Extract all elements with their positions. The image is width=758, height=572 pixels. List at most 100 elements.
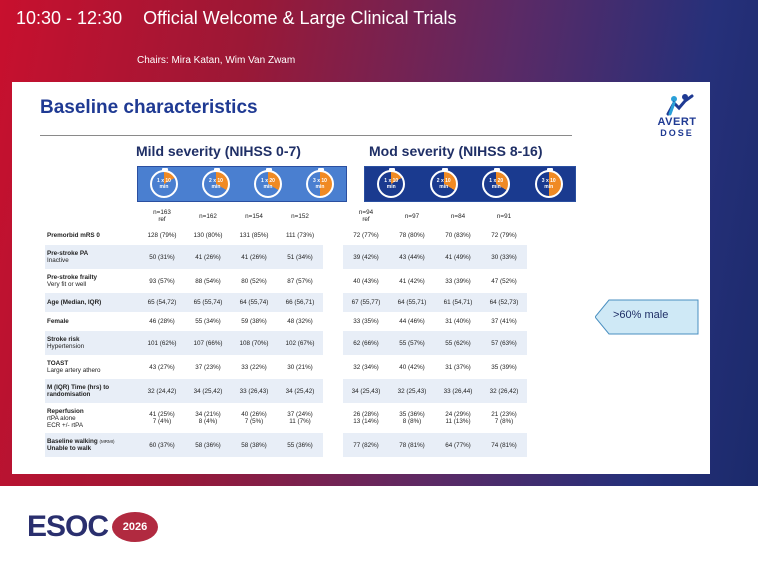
table-row: Stroke risk Hypertension 101 (62%) 107 (6… xyxy=(45,331,527,355)
arm-label: 1 x 20 min xyxy=(261,178,275,190)
table-cell: n=84 xyxy=(450,212,466,220)
table-cell: n=154 xyxy=(245,212,263,220)
arm-label: 1 x 10 min xyxy=(157,178,171,190)
stopwatch-icon: 3 x 10 min xyxy=(306,168,334,198)
table-cell: 37 (23%) xyxy=(195,363,221,371)
callout-text: >60% male xyxy=(613,309,669,321)
presentation-slide: Baseline characteristics AVERT DOSE Mild… xyxy=(12,82,710,474)
table-row: Female 46 (28%) 55 (34%) 59 (38%) 48 (32… xyxy=(45,312,527,331)
group-title-mod: Mod severity (NIHSS 8-16) xyxy=(369,143,543,159)
table-row: Baseline walking (MRMI) Unable to walk 60… xyxy=(45,433,527,457)
table-cell: 32 (24,42) xyxy=(139,379,185,403)
table-cell: 46 (28%) xyxy=(149,318,175,325)
stopwatch-icon: 1 x 20 min xyxy=(254,168,282,198)
group-title-mild: Mild severity (NIHSS 0-7) xyxy=(136,143,301,159)
table-row: TOAST Large artery athero 43 (27%) 37 (23… xyxy=(45,355,527,379)
stopwatch-icon: 2 x 10 min xyxy=(429,168,458,198)
table-cell: 40 (42%) xyxy=(399,363,425,371)
table-row: Reperfusion rtPA alone ECR +/- rtPA 41 (25… xyxy=(45,403,527,433)
table-cell: 64 (55,74) xyxy=(231,293,277,312)
table-row: n=163 ref n=162 n=154 n=152 n=94 ref n=97 … xyxy=(45,206,527,226)
table-cell: n=163 ref xyxy=(153,209,171,223)
table-cell: 55 (34%) xyxy=(195,318,221,325)
table-cell: 55 (62%) xyxy=(435,331,481,355)
table-cell: 74 (81%) xyxy=(481,433,527,457)
table-cell: 65 (55,74) xyxy=(185,293,231,312)
table-cell: 78 (80%) xyxy=(399,232,425,239)
table-cell: 130 (80%) xyxy=(193,232,223,239)
table-cell: 34 (25,42) xyxy=(185,379,231,403)
table-cell: 111 (73%) xyxy=(285,232,315,239)
table-row: Pre-stroke PA Inactive 50 (31%) 41 (26%) … xyxy=(45,245,527,269)
arm-label: 3 x 10 min xyxy=(541,178,556,190)
table-cell: n=94 ref xyxy=(358,209,374,223)
table-cell: n=97 xyxy=(404,212,420,220)
table-cell: 41 (49%) xyxy=(435,245,481,269)
row-label: Stroke risk Hypertension xyxy=(45,331,139,355)
table-cell: 93 (57%) xyxy=(149,277,175,285)
table-cell: 41 (26%) xyxy=(231,245,277,269)
esoc-logo: ESOC 2026 xyxy=(27,510,159,544)
table-cell: 55 (36%) xyxy=(277,433,323,457)
row-label: TOAST Large artery athero xyxy=(47,360,101,374)
table-cell: 58 (36%) xyxy=(185,433,231,457)
stopwatch-icon: 2 x 10 min xyxy=(202,168,230,198)
avert-dose-logo: AVERT DOSE xyxy=(649,94,705,142)
table-cell: 31 (40%) xyxy=(445,318,471,325)
table-cell: 57 (63%) xyxy=(481,331,527,355)
row-label: Age (Median, IQR) xyxy=(45,293,139,312)
table-cell: 59 (38%) xyxy=(241,318,267,325)
row-label: Reperfusion rtPA alone ECR +/- rtPA xyxy=(47,407,84,429)
table-cell: 64 (52,73) xyxy=(481,293,527,312)
table-cell: 107 (66%) xyxy=(185,331,231,355)
session-banner: 10:30 - 12:30 Official Welcome & Large C… xyxy=(0,0,758,486)
row-label: Baseline walking (MRMI) Unable to walk xyxy=(45,433,139,457)
table-cell: 48 (32%) xyxy=(287,318,313,325)
table-cell: 60 (37%) xyxy=(139,433,185,457)
table-cell: 72 (77%) xyxy=(353,232,379,239)
stopwatch-icon: 1 x 10 min xyxy=(377,168,406,198)
logo-line-2: DOSE xyxy=(660,128,694,138)
table-cell: 50 (31%) xyxy=(139,245,185,269)
table-cell: 33 (22%) xyxy=(241,363,267,371)
esoc-year-badge: 2026 xyxy=(112,512,159,542)
table-cell: 31 (37%) xyxy=(445,363,471,371)
table-cell: 30 (21%) xyxy=(287,363,313,371)
table-cell: 41 (26%) xyxy=(185,245,231,269)
arm-label: 2 x 10 min xyxy=(209,178,223,190)
arm-label: 1 x 20 min xyxy=(489,178,504,190)
table-cell: 101 (62%) xyxy=(139,331,185,355)
table-cell: 72 (79%) xyxy=(491,232,517,239)
table-cell: 70 (83%) xyxy=(445,232,471,239)
table-cell: 108 (70%) xyxy=(231,331,277,355)
table-cell: 87 (57%) xyxy=(287,277,313,285)
stopwatch-icon: 1 x 20 min xyxy=(482,168,511,198)
table-row: Age (Median, IQR) 65 (54,72) 65 (55,74) … xyxy=(45,293,527,312)
arm-label: 3 x 10 min xyxy=(313,178,327,190)
table-cell: 61 (54,71) xyxy=(435,293,481,312)
table-cell: 24 (29%) 11 (13%) xyxy=(445,411,471,425)
table-cell: 78 (81%) xyxy=(389,433,435,457)
table-cell: 51 (34%) xyxy=(277,245,323,269)
session-name: Official Welcome & Large Clinical Trials xyxy=(143,8,457,28)
row-label: Pre-stroke PA Inactive xyxy=(45,245,139,269)
table-cell: 43 (44%) xyxy=(389,245,435,269)
row-label: Pre-stroke frailty Very fit or well xyxy=(47,274,98,288)
table-cell: n=91 xyxy=(496,212,512,220)
table-cell: 64 (55,71) xyxy=(389,293,435,312)
table-cell: 44 (46%) xyxy=(399,318,425,325)
table-cell: 34 (25,42) xyxy=(277,379,323,403)
stopwatch-icon: 1 x 10 min xyxy=(150,168,178,198)
esoc-wordmark: ESOC xyxy=(27,510,109,543)
row-label: Premorbid mRS 0 xyxy=(47,232,100,239)
row-label: M (IQR) Time (hrs) to randomisation xyxy=(45,379,139,403)
table-cell: 131 (85%) xyxy=(239,232,269,239)
table-cell: 33 (26,43) xyxy=(231,379,277,403)
table-cell: 33 (39%) xyxy=(445,277,471,285)
table-cell: 58 (38%) xyxy=(231,433,277,457)
table-cell: 35 (39%) xyxy=(491,363,517,371)
table-cell: 43 (27%) xyxy=(149,363,175,371)
table-cell: 32 (26,42) xyxy=(481,379,527,403)
table-cell: 41 (42%) xyxy=(399,277,425,285)
table-cell: 88 (54%) xyxy=(195,277,221,285)
